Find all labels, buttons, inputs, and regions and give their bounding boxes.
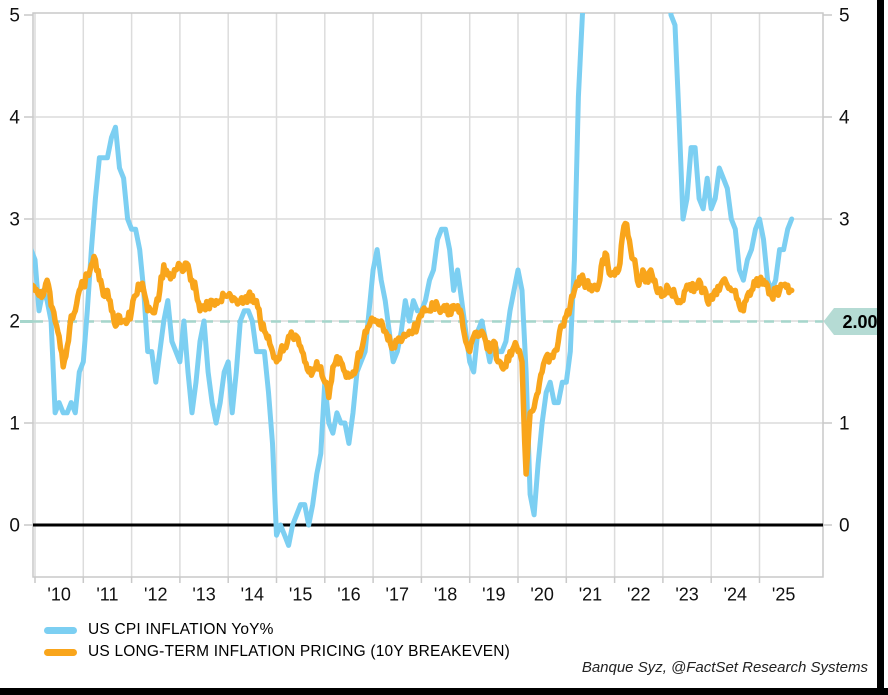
svg-text:'22: '22 <box>627 584 650 604</box>
svg-text:'25: '25 <box>772 584 795 604</box>
series-group <box>33 13 795 548</box>
svg-text:3: 3 <box>9 210 20 231</box>
svg-text:'15: '15 <box>289 584 312 604</box>
svg-text:4: 4 <box>9 108 20 129</box>
cpi-line-swatch <box>44 626 77 634</box>
breakeven-series-line <box>33 220 795 477</box>
svg-text:1: 1 <box>9 414 20 435</box>
svg-text:2: 2 <box>9 312 20 333</box>
svg-text:'17: '17 <box>386 584 409 604</box>
svg-text:0: 0 <box>839 516 850 537</box>
svg-text:'12: '12 <box>144 584 167 604</box>
svg-text:'19: '19 <box>482 584 505 604</box>
breakeven-legend-label: US LONG-TERM INFLATION PRICING (10Y BREA… <box>88 643 511 660</box>
legend-item-breakeven: US LONG-TERM INFLATION PRICING (10Y BREA… <box>44 643 510 661</box>
y-axis: 001122334455 <box>9 6 850 537</box>
gridlines <box>34 13 761 583</box>
svg-text:5: 5 <box>9 6 20 27</box>
plot-frame <box>32 12 824 578</box>
svg-text:0: 0 <box>9 516 20 537</box>
frame-border-bottom <box>0 688 888 695</box>
svg-text:'18: '18 <box>434 584 457 604</box>
svg-text:4: 4 <box>839 108 850 129</box>
svg-text:'14: '14 <box>241 584 264 604</box>
legend-item-cpi: US CPI INFLATION YoY% <box>44 621 510 639</box>
reference-value-tag: 2.00 <box>823 308 884 335</box>
svg-text:1: 1 <box>839 414 850 435</box>
source-attribution: Banque Syz, @FactSet Research Systems <box>581 659 868 676</box>
legend: US CPI INFLATION YoY% US LONG-TERM INFLA… <box>44 621 510 661</box>
svg-text:'24: '24 <box>724 584 747 604</box>
svg-text:'23: '23 <box>675 584 698 604</box>
cpi-series-line <box>33 13 795 548</box>
cpi-legend-label: US CPI INFLATION YoY% <box>88 621 274 638</box>
svg-text:2.00: 2.00 <box>842 312 877 332</box>
svg-text:5: 5 <box>839 6 850 27</box>
svg-text:3: 3 <box>839 210 850 231</box>
svg-text:'10: '10 <box>47 584 70 604</box>
svg-text:'13: '13 <box>192 584 215 604</box>
svg-text:'11: '11 <box>96 584 118 604</box>
svg-text:'21: '21 <box>579 584 602 604</box>
svg-text:'16: '16 <box>337 584 360 604</box>
x-axis-labels: '10 '11 '12 '13 '14 '15 '16 '17 '18 '19 '20 '21 '22 '… <box>47 584 795 604</box>
frame-border-right <box>877 0 884 695</box>
breakeven-line-swatch <box>44 648 77 656</box>
svg-text:'20: '20 <box>530 584 553 604</box>
